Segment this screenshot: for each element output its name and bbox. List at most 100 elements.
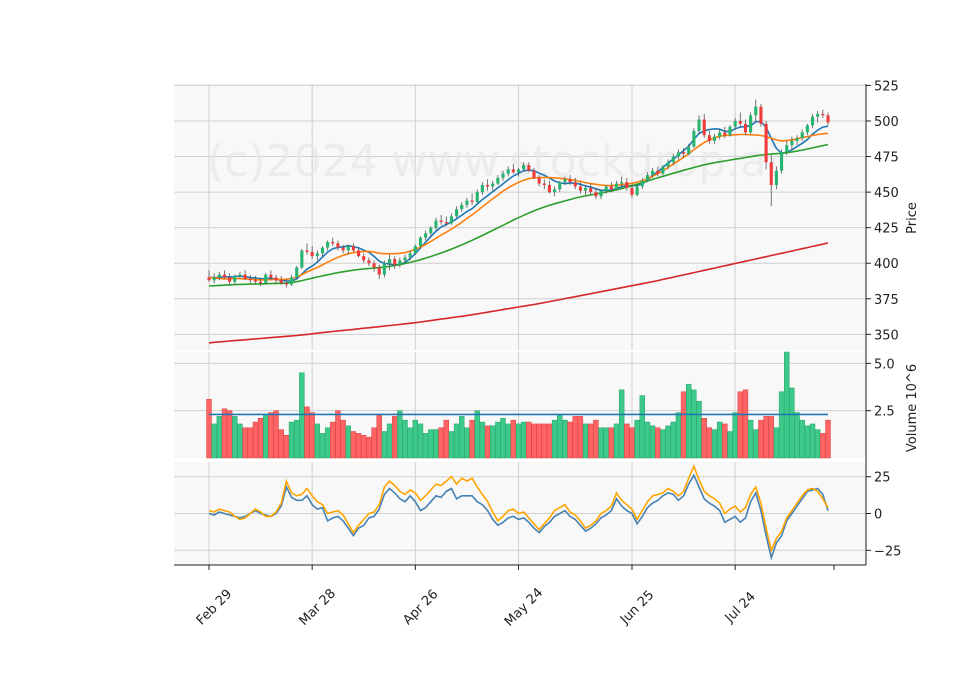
volume-bar: [495, 421, 501, 459]
volume-bar: [371, 427, 377, 459]
volume-bar: [443, 419, 449, 459]
candle-body: [743, 123, 748, 133]
volume-bar: [474, 410, 480, 459]
candle-body: [821, 113, 825, 116]
candle-body: [465, 200, 469, 205]
candle-body: [336, 243, 340, 248]
candle-body: [584, 187, 588, 191]
volume-bar: [825, 419, 831, 459]
volume-bar: [345, 425, 351, 459]
volume-axis-label: Volume 10^6: [905, 364, 920, 452]
candle-body: [449, 216, 453, 224]
volume-bar: [618, 389, 625, 459]
candle-body: [702, 119, 706, 136]
volume-bar: [422, 433, 429, 459]
volume-bar: [691, 389, 697, 459]
candle-body: [434, 220, 438, 228]
candle-body: [408, 253, 412, 258]
candle-body: [486, 184, 490, 187]
x-tick-label: Apr 26: [400, 587, 441, 628]
candle-body: [620, 182, 624, 184]
x-tick-label: Jun 25: [617, 588, 657, 628]
candle-body: [790, 140, 794, 146]
candle-body: [630, 187, 634, 195]
volume-bar: [464, 427, 470, 459]
candle-body: [785, 145, 789, 153]
candle-body: [315, 253, 319, 257]
volume-bar: [577, 416, 584, 459]
candle-body: [661, 166, 665, 174]
candle-body: [542, 183, 546, 185]
volume-bar: [510, 419, 517, 459]
volume-bar: [479, 421, 486, 459]
volume-bar: [768, 416, 774, 459]
volume-bar: [716, 421, 723, 459]
volume-bar: [629, 427, 635, 459]
candle-body: [274, 277, 278, 281]
candle-body: [496, 177, 500, 184]
volume-bar: [505, 423, 511, 459]
volume-bar: [820, 433, 826, 459]
candle-body: [222, 274, 227, 278]
volume-bar: [428, 429, 434, 459]
candle-body: [351, 246, 355, 251]
candle-body: [362, 256, 366, 261]
price-tick-label: 400: [874, 257, 899, 272]
candle-body: [480, 184, 484, 193]
candle-body: [264, 274, 268, 284]
candle-body: [279, 280, 283, 284]
volume-bar: [639, 395, 646, 459]
price-MA-slow-line: [208, 143, 829, 287]
volume-bar: [257, 418, 264, 459]
candle-body: [522, 165, 526, 170]
candle-body: [300, 250, 304, 268]
volume-bar: [376, 414, 382, 459]
volume-bar: [366, 436, 372, 459]
candle-body: [749, 115, 753, 133]
volume-bar: [562, 419, 568, 459]
volume-bar: [737, 391, 744, 459]
volume-bar: [634, 419, 640, 459]
candle-body: [800, 132, 804, 139]
price-tick-label: 350: [874, 328, 899, 343]
volume-bar: [340, 419, 346, 459]
candle-body: [228, 277, 232, 282]
candle-body: [418, 237, 423, 247]
volume-bar: [655, 427, 661, 459]
volume-bar: [216, 416, 223, 459]
candle-body: [470, 200, 474, 203]
candle-body: [455, 209, 459, 217]
volume-bar: [753, 429, 759, 459]
volume-bar: [670, 421, 676, 459]
volume-bar: [247, 427, 253, 459]
oscillator-tick-label: 0: [874, 508, 882, 523]
volume-bar: [789, 387, 795, 459]
candle-body: [532, 170, 536, 178]
candle-body: [604, 186, 608, 191]
volume-bar: [624, 423, 630, 459]
candle-body: [805, 125, 809, 133]
osc-orange-line: [208, 464, 829, 553]
candle-body: [676, 152, 680, 157]
volume-bar: [355, 433, 362, 459]
volume-bar: [773, 427, 780, 459]
candle-body: [707, 135, 711, 141]
candle-body: [537, 177, 541, 184]
volume-bar: [680, 391, 687, 459]
candle-body: [687, 146, 691, 154]
candle-body: [305, 250, 309, 252]
volume-bar: [778, 391, 785, 459]
volume-bar: [711, 429, 718, 459]
volume-bar: [567, 421, 573, 459]
volume-bar: [381, 431, 388, 459]
volume-bar: [283, 435, 290, 459]
volume-bar: [350, 431, 357, 459]
watermark: (c)2024 www.stockdrop.ai: [207, 136, 779, 187]
volume-bar: [686, 383, 692, 459]
candle-body: [712, 136, 717, 141]
volume-bar: [526, 421, 532, 459]
candle-body: [310, 251, 314, 257]
volume-bar: [232, 416, 238, 459]
candle-body: [372, 263, 376, 268]
candle-body: [506, 169, 510, 174]
